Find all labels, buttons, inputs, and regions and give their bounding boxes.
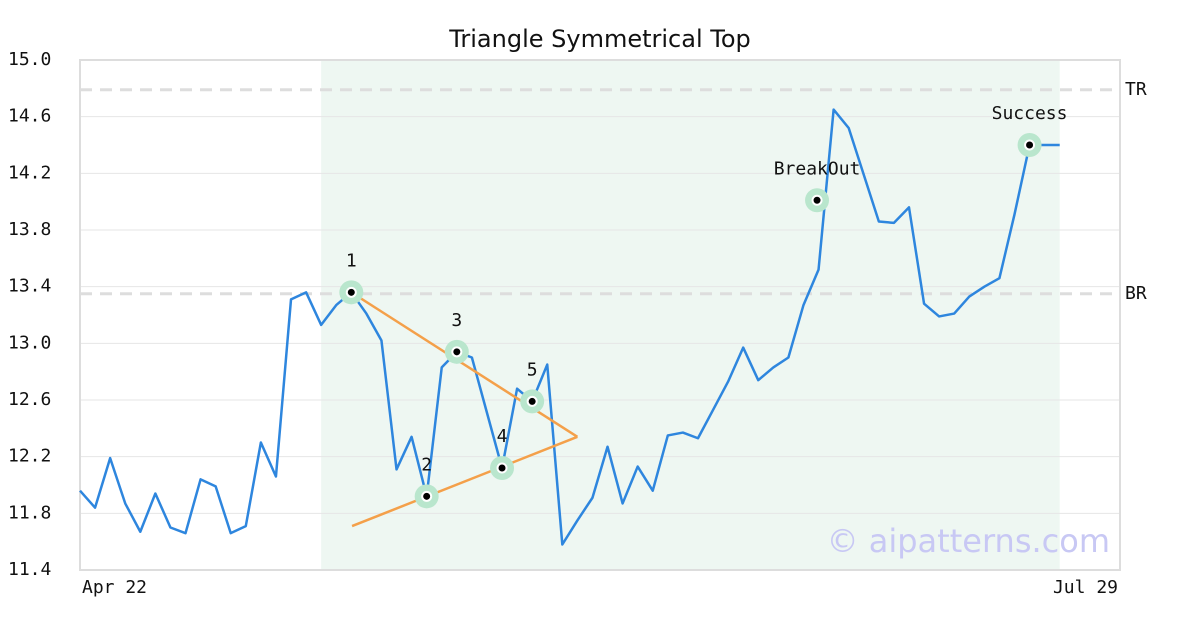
point-dot xyxy=(1024,139,1036,151)
point-label: 5 xyxy=(527,359,538,380)
point-label: 3 xyxy=(451,310,462,331)
y-tick-label: 12.6 xyxy=(8,389,51,410)
x-tick-label: Apr 22 xyxy=(82,577,147,598)
watermark: © aipatterns.com xyxy=(827,522,1110,560)
plot-frame xyxy=(79,59,1121,571)
y-tick-label: 13.4 xyxy=(8,276,51,297)
point-label: 4 xyxy=(497,426,508,447)
point-label: 1 xyxy=(346,250,357,271)
y-tick-label: 14.6 xyxy=(8,106,51,127)
triangle-line xyxy=(351,435,578,528)
y-tick-label: 12.2 xyxy=(8,446,51,467)
point-label: BreakOut xyxy=(774,158,861,179)
y-tick-label: 13.8 xyxy=(8,219,51,240)
point-label: 2 xyxy=(421,454,432,475)
level-label: TR xyxy=(1125,79,1147,100)
y-tick-label: 14.2 xyxy=(8,162,51,183)
point-dot xyxy=(811,194,823,206)
triangle-line xyxy=(350,291,579,438)
y-tick-label: 11.4 xyxy=(8,559,51,580)
point-dot xyxy=(526,395,538,407)
x-tick-label: Jul 29 xyxy=(1053,577,1118,598)
price-line xyxy=(79,108,1060,546)
y-tick-label: 11.8 xyxy=(8,502,51,523)
point-dot xyxy=(451,346,463,358)
point-dot xyxy=(345,286,357,298)
level-label: BR xyxy=(1125,283,1147,304)
chart-title: Triangle Symmetrical Top xyxy=(448,25,751,53)
y-tick-label: 15.0 xyxy=(8,49,51,70)
y-tick-label: 13.0 xyxy=(8,332,51,353)
point-dot xyxy=(496,462,508,474)
point-label: Success xyxy=(992,103,1068,124)
point-dot xyxy=(421,490,433,502)
